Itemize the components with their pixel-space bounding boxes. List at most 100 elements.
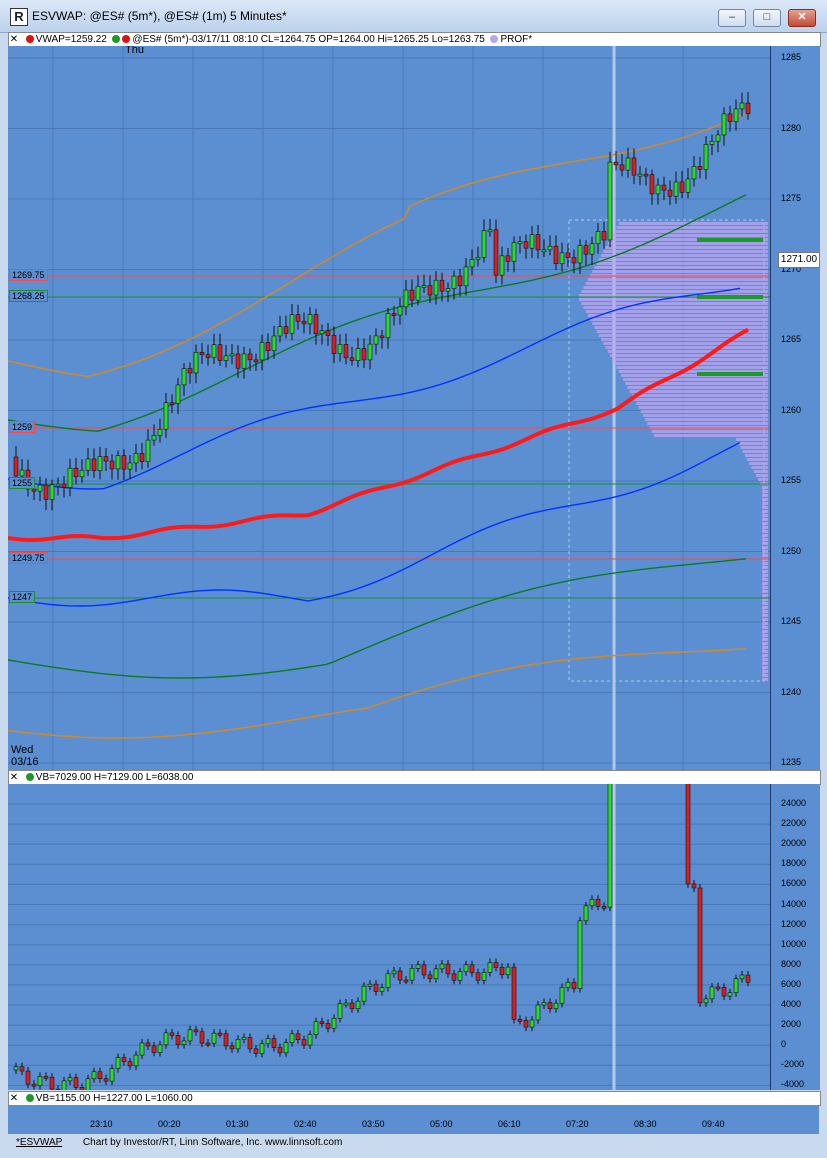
price-candle: [487, 229, 493, 233]
volume-candle: [193, 1029, 199, 1033]
profile-bar: [749, 462, 768, 465]
profile-bar: [629, 390, 768, 393]
volume-candle: [163, 1032, 169, 1046]
profile-bar: [762, 602, 768, 605]
profile-bar: [640, 410, 768, 413]
volume-candle: [547, 1002, 553, 1010]
profile-bar: [762, 486, 768, 489]
price-candle: [367, 343, 373, 361]
volume-tick: 4000: [781, 999, 802, 1009]
profile-bar: [596, 262, 768, 265]
volume-candle: [745, 974, 751, 983]
level-lines: [8, 275, 770, 599]
inner-band-lower: [8, 441, 741, 607]
volume-candle: [109, 1068, 115, 1082]
volume-candle: [721, 986, 727, 997]
volume-candle: [421, 964, 427, 976]
volume-candle: [739, 974, 745, 980]
price-candle: [529, 234, 535, 249]
volume-candle: [529, 1019, 535, 1028]
profile-bar: [762, 590, 768, 593]
profile-bar: [596, 330, 768, 333]
price-axis[interactable]: 1285 1280 1275 1270 1265 1260 1255 1250 1245 1240…: [770, 46, 820, 770]
volume-candle: [583, 905, 589, 922]
volume-candle: [697, 887, 703, 1004]
profile-bar: [636, 402, 768, 405]
price-candle: [655, 184, 661, 195]
volume-candle: [43, 1076, 49, 1079]
profile-bar: [594, 266, 768, 269]
price-tick: 1260: [781, 404, 802, 415]
price-candle: [43, 484, 49, 500]
price-panel-header: ✕ VWAP=1259.22 @ES# (5m*)-03/17/11 08:10…: [8, 32, 821, 47]
restore-button[interactable]: □: [753, 9, 781, 27]
volume-candle: [703, 998, 709, 1004]
price-candle: [217, 344, 223, 361]
volume-tick: 8000: [781, 958, 802, 969]
profile-bar: [592, 270, 768, 273]
price-candle: [397, 306, 403, 316]
volume-candle: [355, 1000, 361, 1010]
volume-candle: [127, 1061, 133, 1067]
volume-candle: [541, 1002, 547, 1006]
price-candle: [331, 335, 337, 354]
profile-bar: [601, 254, 768, 257]
volume-axis[interactable]: 24000 22000 20000 18000 16000 14000 12000 10000…: [770, 784, 820, 1090]
profile-bar: [762, 586, 768, 589]
profile-bar: [762, 530, 768, 533]
price-chart-panel[interactable]: Thu Wed 03/16 1269.75 1268.25 1259 1255 1249…: [8, 46, 770, 770]
middle-band-lower: [8, 558, 747, 679]
level-tag[interactable]: 1259: [9, 421, 36, 433]
volume-candle: [91, 1071, 97, 1080]
close-panel-icon[interactable]: ✕: [9, 34, 19, 45]
level-tag[interactable]: 1268.25: [9, 290, 48, 302]
volume-candle: [403, 979, 409, 983]
third-panel-readout: VB=1155.00 H=1227.00 L=1060.00: [35, 1093, 193, 1104]
window-title: ESVWAP: @ES# (5m*), @ES# (1m) 5 Minutes*: [32, 9, 287, 23]
profile-bar: [607, 350, 768, 353]
volume-candle: [397, 970, 403, 981]
profile-bar: [762, 622, 768, 625]
price-candle: [361, 348, 367, 361]
chart-name-link[interactable]: *ESVWAP: [16, 1137, 63, 1148]
profile-bar: [614, 230, 768, 233]
app-icon: R: [10, 8, 28, 26]
price-candle: [721, 113, 727, 136]
price-candle: [259, 342, 265, 361]
level-tag[interactable]: 1247: [9, 591, 36, 603]
volume-candle: [79, 1087, 85, 1090]
level-tag[interactable]: 1269.75: [9, 269, 48, 281]
profile-bar: [603, 250, 768, 253]
profile-bar: [762, 550, 768, 553]
close-button[interactable]: ✕: [788, 9, 816, 27]
price-candle: [385, 313, 391, 339]
minimize-button[interactable]: –: [718, 9, 746, 27]
volume-candle: [499, 967, 505, 976]
volume-candle: [535, 1004, 541, 1021]
close-volume-panel-icon[interactable]: ✕: [9, 772, 19, 783]
price-tick: 1255: [781, 475, 802, 485]
profile-bar: [762, 562, 768, 565]
credit-text: Chart by Investor/RT, Linn Software, Inc…: [82, 1137, 343, 1148]
volume-candle: [487, 962, 493, 973]
close-third-panel-icon[interactable]: ✕: [9, 1093, 19, 1104]
profile-bar: [605, 246, 768, 249]
price-candle: [151, 435, 157, 441]
profile-bar: [762, 582, 768, 585]
volume-candle: [475, 972, 481, 981]
price-candle: [145, 439, 151, 462]
price-candle: [55, 483, 61, 487]
vwap-readout: VWAP=1259.22: [35, 34, 107, 45]
window-titlebar: R ESVWAP: @ES# (5m*), @ES# (1m) 5 Minute…: [0, 0, 827, 33]
volume-chart-panel[interactable]: [8, 784, 770, 1090]
price-candle: [535, 234, 541, 251]
price-candle: [19, 469, 25, 477]
time-axis[interactable]: 23:10 00:20 01:30 02:40 03:50 05:00 06:10 07:20…: [8, 1105, 819, 1134]
volume-tick: 18000: [781, 858, 807, 869]
level-tag[interactable]: 1249.75: [9, 552, 48, 564]
volume-candle: [271, 1038, 277, 1048]
volume-candle: [181, 1040, 187, 1045]
profile-bar: [758, 478, 768, 481]
volume-candle: [517, 1019, 523, 1022]
level-tag[interactable]: 1255: [9, 477, 36, 489]
